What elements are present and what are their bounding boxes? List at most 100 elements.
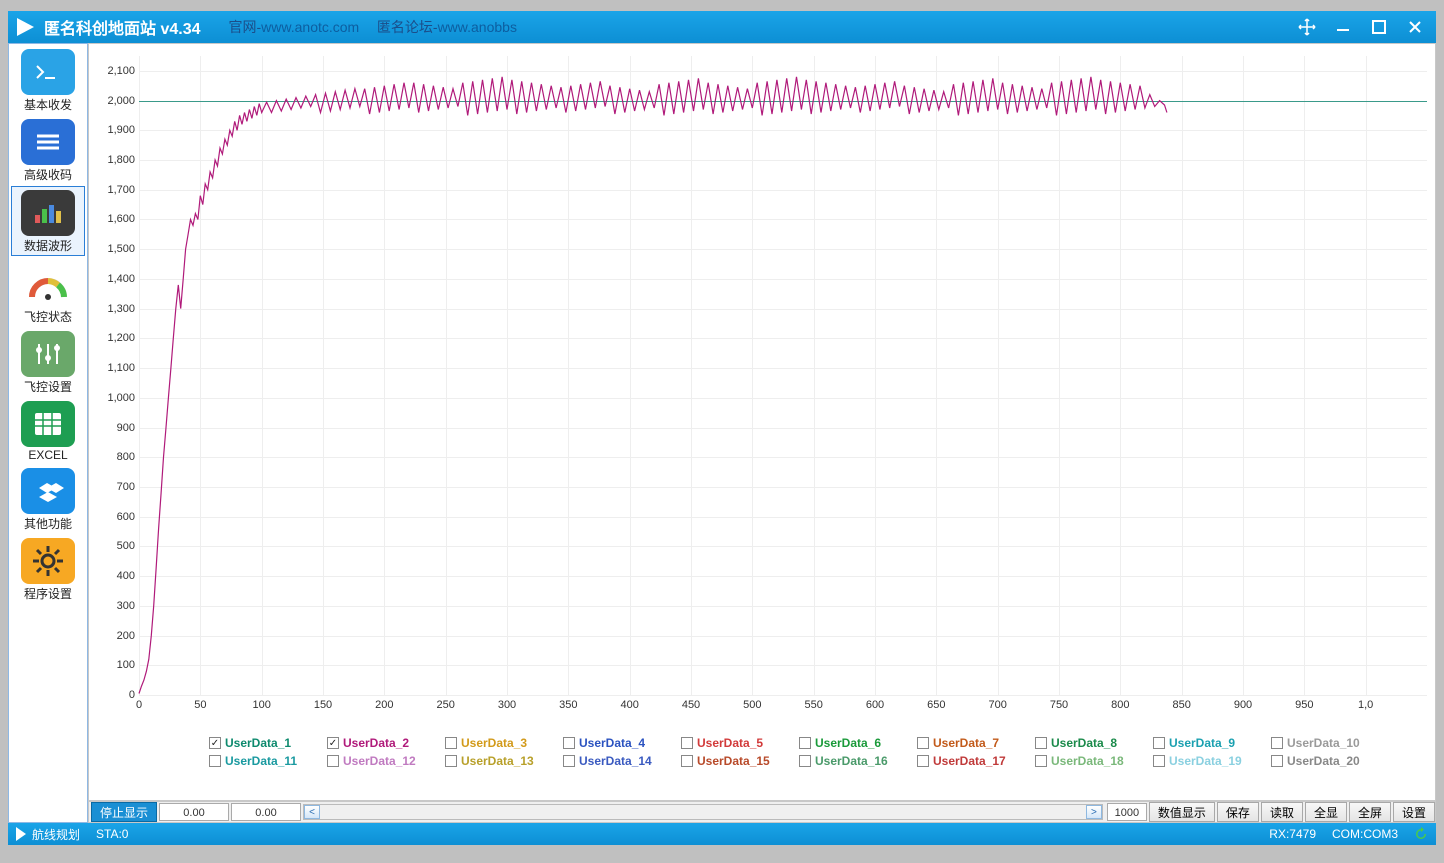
chart-panel: 01002003004005006007008009001,0001,1001,… bbox=[88, 43, 1436, 801]
legend-item-userdata_10[interactable]: UserData_10 bbox=[1271, 734, 1389, 752]
x-axis-label: 200 bbox=[375, 699, 393, 711]
legend-item-userdata_12[interactable]: UserData_12 bbox=[327, 752, 445, 770]
legend-label: UserData_17 bbox=[933, 754, 1006, 768]
y-axis-label: 600 bbox=[117, 511, 135, 523]
sidebar: 基本收发高级收码数据波形飞控状态飞控设置 EXCEL 其他功能程序设置 bbox=[8, 43, 88, 823]
sidebar-item-excel[interactable]: EXCEL bbox=[11, 398, 85, 463]
legend-item-userdata_7[interactable]: UserData_7 bbox=[917, 734, 1035, 752]
checkbox-icon[interactable] bbox=[1153, 755, 1165, 767]
y-axis-label: 500 bbox=[117, 540, 135, 552]
plot-area[interactable]: 01002003004005006007008009001,0001,1001,… bbox=[139, 56, 1427, 696]
checkbox-icon[interactable] bbox=[209, 755, 221, 767]
route-plan-button[interactable]: 航线规划 bbox=[8, 823, 88, 845]
title-links: 官网-www.anotc.com 匿名论坛-www.anobbs bbox=[229, 17, 523, 37]
legend-item-userdata_13[interactable]: UserData_13 bbox=[445, 752, 563, 770]
legend-item-userdata_4[interactable]: UserData_4 bbox=[563, 734, 681, 752]
checkbox-icon[interactable] bbox=[1271, 755, 1283, 767]
checkbox-icon[interactable] bbox=[681, 737, 693, 749]
sidebar-item-other[interactable]: 其他功能 bbox=[11, 465, 85, 533]
legend-item-userdata_18[interactable]: UserData_18 bbox=[1035, 752, 1153, 770]
scroll-right-icon[interactable]: > bbox=[1086, 805, 1102, 819]
legend-item-userdata_17[interactable]: UserData_17 bbox=[917, 752, 1035, 770]
checkbox-icon[interactable] bbox=[1153, 737, 1165, 749]
y-axis-label: 1,500 bbox=[107, 243, 135, 255]
legend-item-userdata_5[interactable]: UserData_5 bbox=[681, 734, 799, 752]
x-axis-label: 550 bbox=[804, 699, 822, 711]
sidebar-item-label: 飞控设置 bbox=[11, 378, 85, 395]
legend-item-userdata_9[interactable]: UserData_9 bbox=[1153, 734, 1271, 752]
read-button[interactable]: 读取 bbox=[1261, 802, 1303, 822]
sidebar-item-basic[interactable]: 基本收发 bbox=[11, 46, 85, 114]
link-official[interactable]: www.anotc.com bbox=[261, 19, 359, 35]
close-button[interactable] bbox=[1404, 16, 1426, 38]
refresh-icon[interactable] bbox=[1406, 823, 1436, 845]
y-axis-label: 1,900 bbox=[107, 124, 135, 136]
x-axis-label: 750 bbox=[1050, 699, 1068, 711]
legend-item-userdata_20[interactable]: UserData_20 bbox=[1271, 752, 1389, 770]
x-axis-label: 650 bbox=[927, 699, 945, 711]
checkbox-icon[interactable] bbox=[445, 755, 457, 767]
checkbox-icon[interactable] bbox=[799, 755, 811, 767]
checkbox-icon[interactable] bbox=[445, 737, 457, 749]
checkbox-icon[interactable] bbox=[1271, 737, 1283, 749]
numeric-display-button[interactable]: 数值显示 bbox=[1149, 802, 1215, 822]
x-axis-label: 0 bbox=[136, 699, 142, 711]
checkbox-icon[interactable] bbox=[209, 737, 221, 749]
legend-label: UserData_2 bbox=[343, 736, 409, 750]
y-axis-label: 800 bbox=[117, 451, 135, 463]
y-axis-label: 100 bbox=[117, 659, 135, 671]
legend-item-userdata_1[interactable]: UserData_1 bbox=[209, 734, 327, 752]
show-all-button[interactable]: 全显 bbox=[1305, 802, 1347, 822]
y-axis-label: 1,300 bbox=[107, 303, 135, 315]
checkbox-icon[interactable] bbox=[917, 737, 929, 749]
range-box[interactable]: 1000 bbox=[1107, 803, 1147, 821]
x-axis-label: 50 bbox=[194, 699, 206, 711]
sidebar-item-label: 高级收码 bbox=[11, 166, 85, 183]
sidebar-item-label: 基本收发 bbox=[11, 96, 85, 113]
checkbox-icon[interactable] bbox=[917, 755, 929, 767]
stop-display-button[interactable]: 停止显示 bbox=[91, 802, 157, 822]
minimize-button[interactable] bbox=[1332, 16, 1354, 38]
settings-button[interactable]: 设置 bbox=[1393, 802, 1435, 822]
legend-item-userdata_11[interactable]: UserData_11 bbox=[209, 752, 327, 770]
sidebar-item-state[interactable]: 飞控状态 bbox=[11, 258, 85, 326]
checkbox-icon[interactable] bbox=[563, 737, 575, 749]
sidebar-item-cfg[interactable]: 飞控设置 bbox=[11, 328, 85, 396]
y-axis-label: 1,800 bbox=[107, 154, 135, 166]
checkbox-icon[interactable] bbox=[327, 755, 339, 767]
legend-label: UserData_6 bbox=[815, 736, 881, 750]
legend-item-userdata_15[interactable]: UserData_15 bbox=[681, 752, 799, 770]
legend-label: UserData_11 bbox=[225, 754, 297, 768]
checkbox-icon[interactable] bbox=[327, 737, 339, 749]
app-icon bbox=[14, 15, 38, 39]
checkbox-icon[interactable] bbox=[799, 737, 811, 749]
sidebar-item-prog[interactable]: 程序设置 bbox=[11, 535, 85, 603]
checkbox-icon[interactable] bbox=[681, 755, 693, 767]
legend-label: UserData_4 bbox=[579, 736, 645, 750]
legend-item-userdata_3[interactable]: UserData_3 bbox=[445, 734, 563, 752]
legend-item-userdata_16[interactable]: UserData_16 bbox=[799, 752, 917, 770]
legend-label: UserData_3 bbox=[461, 736, 527, 750]
legend-item-userdata_8[interactable]: UserData_8 bbox=[1035, 734, 1153, 752]
checkbox-icon[interactable] bbox=[1035, 737, 1047, 749]
sidebar-item-adv[interactable]: 高级收码 bbox=[11, 116, 85, 184]
fullscreen-button[interactable]: 全屏 bbox=[1349, 802, 1391, 822]
legend-item-userdata_6[interactable]: UserData_6 bbox=[799, 734, 917, 752]
link-forum[interactable]: www.anobbs bbox=[438, 19, 517, 35]
legend-label: UserData_12 bbox=[343, 754, 416, 768]
legend-item-userdata_2[interactable]: UserData_2 bbox=[327, 734, 445, 752]
checkbox-icon[interactable] bbox=[1035, 755, 1047, 767]
checkbox-icon[interactable] bbox=[563, 755, 575, 767]
save-button[interactable]: 保存 bbox=[1217, 802, 1259, 822]
x-axis-label: 500 bbox=[743, 699, 761, 711]
y-axis-label: 300 bbox=[117, 600, 135, 612]
sidebar-item-wave[interactable]: 数据波形 bbox=[11, 186, 85, 256]
horizontal-scrollbar[interactable]: < > bbox=[303, 804, 1103, 820]
legend-item-userdata_19[interactable]: UserData_19 bbox=[1153, 752, 1271, 770]
move-icon[interactable] bbox=[1296, 16, 1318, 38]
window-buttons bbox=[1296, 16, 1436, 38]
maximize-button[interactable] bbox=[1368, 16, 1390, 38]
scroll-left-icon[interactable]: < bbox=[304, 805, 320, 819]
sidebar-item-label: 其他功能 bbox=[11, 515, 85, 532]
legend-item-userdata_14[interactable]: UserData_14 bbox=[563, 752, 681, 770]
